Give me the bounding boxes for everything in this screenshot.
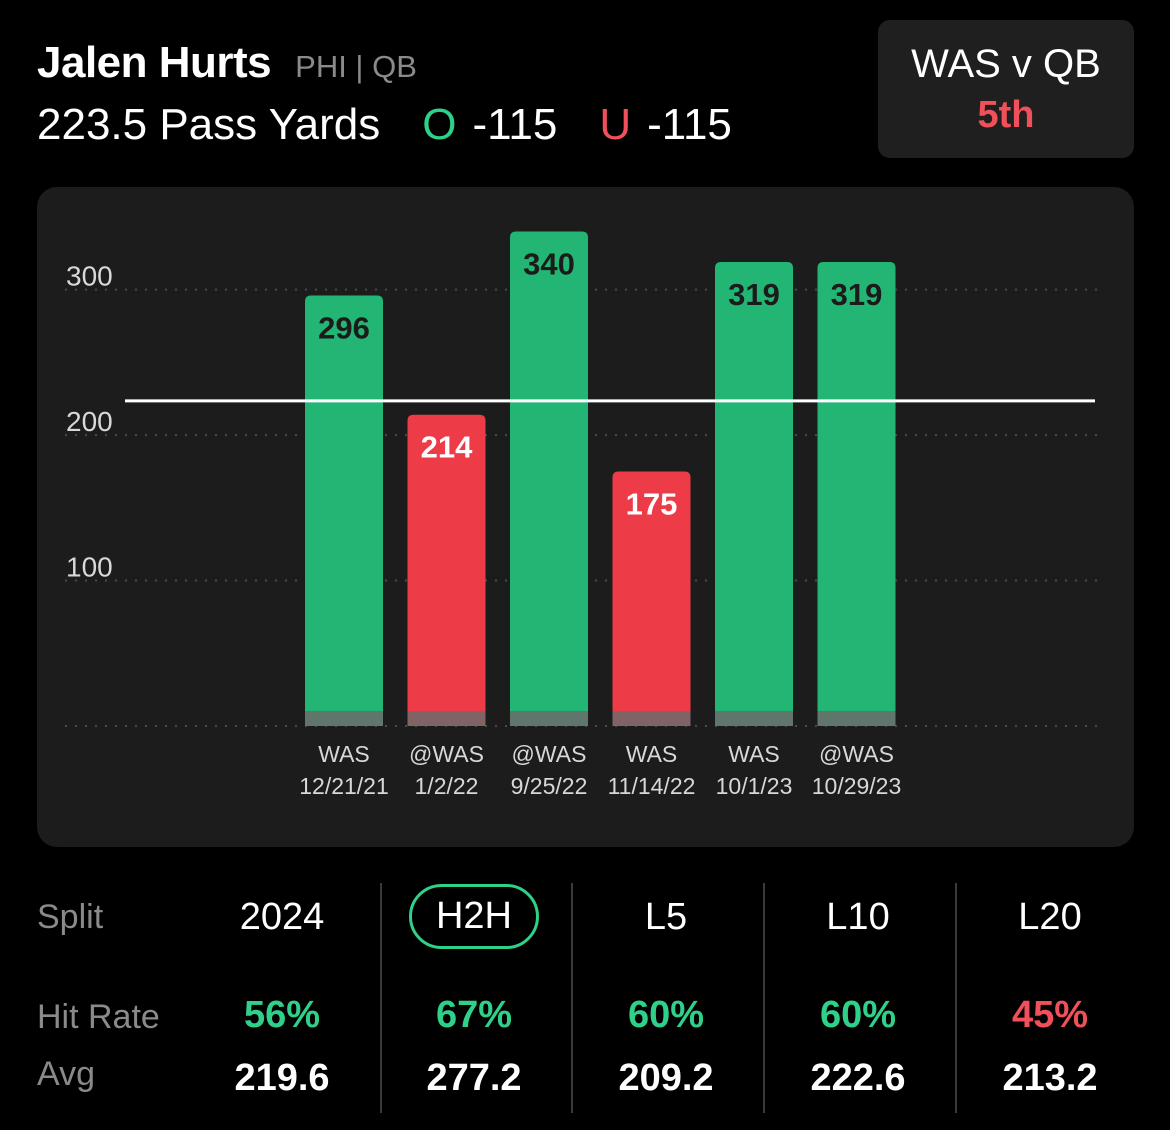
- x-tick-date: 10/1/23: [716, 773, 793, 799]
- x-tick-opponent: @WAS: [819, 741, 894, 767]
- split-row-label: Split: [37, 898, 104, 936]
- matchup-title: WAS v QB: [911, 42, 1101, 86]
- prop-header: Jalen Hurts PHI | QB 223.5 Pass Yards O …: [37, 30, 857, 160]
- hit-rate-value: 67%: [435, 994, 513, 1036]
- bar-value-label: 319: [831, 277, 883, 312]
- average-value: 209.2: [618, 1057, 714, 1099]
- hit-rate-row-label: Hit Rate: [37, 998, 160, 1036]
- bar-2[interactable]: [407, 414, 486, 726]
- bar-value-label: 340: [523, 246, 575, 281]
- average-value: 213.2: [1002, 1057, 1098, 1099]
- y-tick-label: 200: [66, 406, 113, 437]
- y-tick-label: 100: [66, 552, 113, 583]
- bar-base-band: [510, 711, 588, 726]
- column-divider: [955, 883, 957, 1113]
- matchup-rank: 5th: [977, 94, 1035, 136]
- bar-value-label: 319: [728, 277, 780, 312]
- bar-chart-svg: 100 200 300 296 WAS 12/21/21 214 @WAS 1/2/22 340 @…: [65, 231, 1105, 799]
- bar-1[interactable]: [305, 295, 383, 726]
- average-value: 219.6: [234, 1057, 330, 1099]
- split-tab[interactable]: L20: [1018, 896, 1082, 938]
- player-name-row: Jalen Hurts PHI | QB: [37, 38, 417, 88]
- split-column-2024[interactable]: 2024 56% 219.6: [186, 870, 378, 1110]
- x-tick-date: 11/14/22: [608, 773, 696, 799]
- x-tick-opponent: @WAS: [409, 741, 484, 767]
- column-divider: [571, 883, 573, 1113]
- bar-value-label: 214: [421, 430, 473, 465]
- split-column-l5[interactable]: L5 60% 209.2: [570, 870, 762, 1110]
- x-tick-date: 12/21/21: [299, 773, 389, 799]
- split-tab[interactable]: L5: [644, 896, 688, 938]
- bar-value-label: 175: [626, 486, 678, 521]
- prop-label: 223.5 Pass Yards: [37, 100, 381, 149]
- split-column-l20[interactable]: L20 45% 213.2: [954, 870, 1146, 1110]
- under-odds[interactable]: -115: [647, 100, 732, 149]
- over-odds[interactable]: -115: [472, 100, 558, 149]
- y-tick-label: 300: [66, 261, 113, 292]
- bar-4[interactable]: [612, 471, 691, 726]
- bar-3[interactable]: [510, 231, 588, 726]
- over-symbol[interactable]: O: [422, 100, 457, 149]
- x-tick-date: 10/29/23: [812, 773, 902, 799]
- x-tick-opponent: WAS: [626, 741, 678, 767]
- average-value: 222.6: [810, 1057, 906, 1099]
- matchup-rank-card[interactable]: WAS v QB 5th: [878, 20, 1134, 158]
- x-tick-opponent: @WAS: [512, 741, 587, 767]
- player-name: Jalen Hurts: [37, 38, 272, 87]
- prop-line-row: 223.5 Pass Yards O -115 U -115: [37, 100, 732, 150]
- split-tab[interactable]: H2H: [408, 884, 540, 949]
- split-tab[interactable]: L10: [826, 896, 890, 938]
- hit-rate-value: 60%: [627, 994, 705, 1036]
- game-log-chart: 100 200 300 296 WAS 12/21/21 214 @WAS 1/2/22 340 @…: [37, 187, 1134, 847]
- column-divider: [380, 883, 382, 1113]
- bar-base-band: [407, 711, 486, 726]
- splits-table: Split Hit Rate Avg 2024 56% 219.6 H2H 67% 277…: [0, 870, 1170, 1130]
- bar-6[interactable]: [817, 262, 896, 726]
- bar-base-band: [715, 711, 793, 726]
- x-tick-opponent: WAS: [728, 741, 780, 767]
- average-value: 277.2: [426, 1057, 522, 1099]
- hit-rate-value: 45%: [1011, 994, 1089, 1036]
- split-tab[interactable]: 2024: [239, 896, 325, 938]
- bar-base-band: [305, 711, 383, 726]
- x-tick-date: 9/25/22: [511, 773, 588, 799]
- under-symbol[interactable]: U: [599, 100, 632, 149]
- column-divider: [763, 883, 765, 1113]
- x-tick-date: 1/2/22: [415, 773, 479, 799]
- x-tick-opponent: WAS: [318, 741, 370, 767]
- avg-row-label: Avg: [37, 1055, 95, 1093]
- bar-value-label: 296: [318, 310, 370, 345]
- bar-base-band: [817, 711, 896, 726]
- hit-rate-value: 60%: [819, 994, 897, 1036]
- bar-base-band: [612, 711, 691, 726]
- split-column-h2h[interactable]: H2H 67% 277.2: [378, 870, 570, 1110]
- team-position: PHI | QB: [295, 49, 417, 84]
- bar-5[interactable]: [715, 262, 793, 726]
- split-column-l10[interactable]: L10 60% 222.6: [762, 870, 954, 1110]
- hit-rate-value: 56%: [243, 994, 321, 1036]
